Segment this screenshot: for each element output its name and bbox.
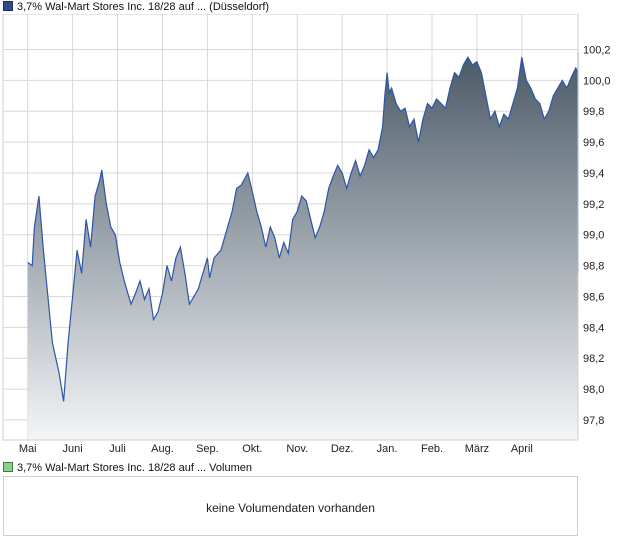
x-tick-label: Juli bbox=[109, 443, 126, 455]
y-tick-label: 99,8 bbox=[583, 106, 604, 118]
x-tick-label: Jan. bbox=[377, 443, 398, 455]
x-tick-label: Feb. bbox=[421, 443, 443, 455]
no-volume-message: keine Volumendaten vorhanden bbox=[206, 501, 375, 515]
y-tick-label: 99,6 bbox=[583, 137, 604, 149]
volume-legend-swatch bbox=[3, 462, 13, 472]
y-tick-label: 99,4 bbox=[583, 168, 604, 180]
y-tick-label: 98,4 bbox=[583, 322, 604, 334]
y-tick-label: 100,2 bbox=[583, 45, 611, 57]
x-tick-label: April bbox=[511, 443, 533, 455]
y-tick-label: 97,8 bbox=[583, 415, 604, 427]
price-legend-swatch bbox=[3, 1, 13, 11]
volume-legend-label: 3,7% Wal-Mart Stores Inc. 18/28 auf ... … bbox=[17, 462, 252, 474]
plot-frame bbox=[2, 14, 579, 441]
price-area-fill bbox=[27, 52, 578, 440]
price-chart: 100,2 100,0 99,8 99,6 99,4 99,2 99,0 98,8 98,6 98… bbox=[2, 14, 611, 455]
y-axis-labels: 100,2 100,0 99,8 99,6 99,4 99,2 99,0 98,8 98,6 98… bbox=[583, 45, 611, 427]
y-tick-label: 99,0 bbox=[583, 230, 604, 242]
y-tick-label: 98,6 bbox=[583, 291, 604, 303]
x-tick-label: Dez. bbox=[331, 443, 354, 455]
y-tick-label: 98,8 bbox=[583, 261, 604, 273]
x-tick-label: Sep. bbox=[196, 443, 219, 455]
y-tick-label: 98,0 bbox=[583, 384, 604, 396]
y-tick-label: 100,0 bbox=[583, 75, 611, 87]
volume-panel: keine Volumendaten vorhanden bbox=[3, 476, 578, 536]
x-tick-label: März bbox=[465, 443, 489, 455]
price-legend-label: 3,7% Wal-Mart Stores Inc. 18/28 auf ... … bbox=[17, 1, 270, 13]
x-tick-label: Aug. bbox=[151, 443, 174, 455]
y-tick-label: 98,2 bbox=[583, 353, 604, 365]
x-tick-label: Okt. bbox=[242, 443, 262, 455]
volume-legend: 3,7% Wal-Mart Stores Inc. 18/28 auf ... … bbox=[3, 461, 252, 475]
y-tick-label: 99,2 bbox=[583, 199, 604, 211]
x-tick-label: Nov. bbox=[286, 443, 308, 455]
x-axis-labels: Mai Juni Juli Aug. Sep. Okt. Nov. Dez. Jan. Feb. M… bbox=[19, 443, 533, 455]
x-tick-label: Mai bbox=[19, 443, 37, 455]
x-tick-label: Juni bbox=[63, 443, 83, 455]
price-legend: 3,7% Wal-Mart Stores Inc. 18/28 auf ... … bbox=[3, 0, 269, 14]
